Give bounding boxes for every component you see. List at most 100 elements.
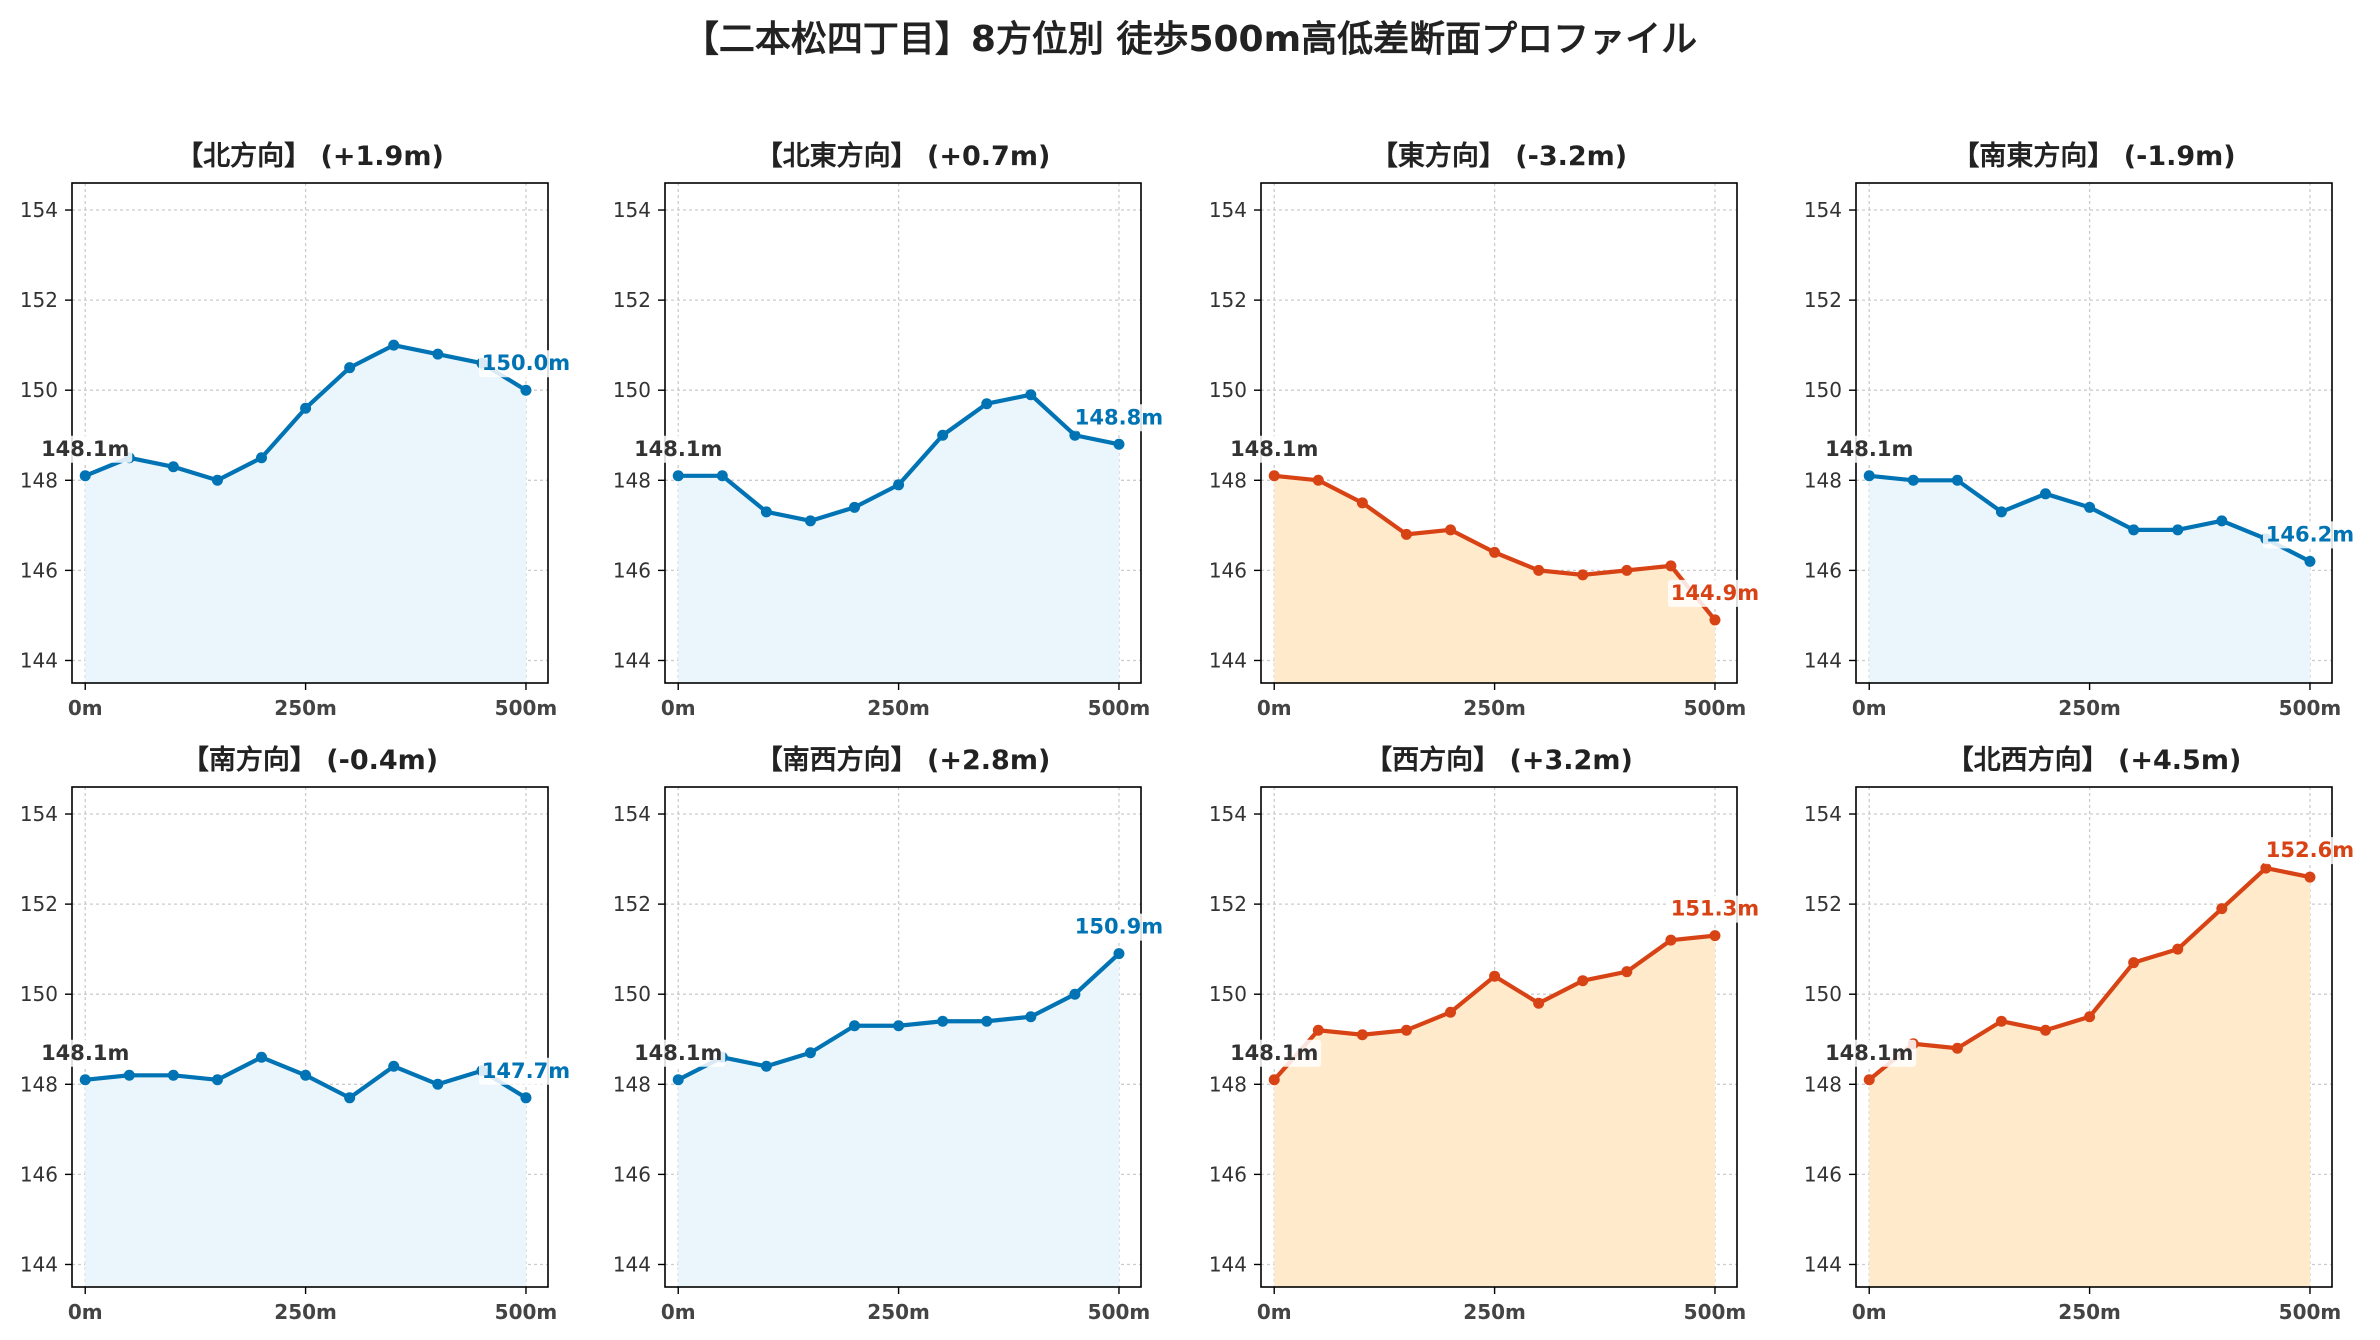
data-point bbox=[1863, 470, 1875, 482]
data-point bbox=[1577, 569, 1589, 581]
y-tick-label: 146 bbox=[613, 1162, 651, 1186]
y-tick-label: 148 bbox=[613, 1072, 651, 1096]
y-tick-label: 146 bbox=[20, 558, 58, 582]
y-tick-label: 144 bbox=[1804, 648, 1842, 672]
subplot-4: 144 146 148 150 152 154 0m 250m 500m 【南東方向】 (-1.9… bbox=[1804, 140, 2357, 720]
data-point bbox=[1577, 975, 1589, 987]
data-point bbox=[432, 348, 444, 360]
area-fill bbox=[678, 953, 1119, 1287]
data-point bbox=[849, 1020, 861, 1032]
data-point bbox=[344, 362, 356, 374]
data-point bbox=[937, 429, 949, 441]
data-point bbox=[2172, 943, 2184, 955]
data-point bbox=[716, 470, 728, 482]
y-tick-label: 154 bbox=[1804, 198, 1842, 222]
data-point bbox=[211, 1074, 223, 1086]
y-tick-label: 146 bbox=[613, 558, 651, 582]
start-label-box bbox=[1822, 435, 1917, 463]
data-point bbox=[1533, 564, 1545, 576]
x-tick-label: 0m bbox=[661, 1300, 696, 1324]
start-label: 148.1m bbox=[634, 1041, 722, 1065]
y-tick-label: 152 bbox=[20, 288, 58, 312]
data-point bbox=[1356, 497, 1368, 509]
end-label: 148.8m bbox=[1075, 405, 1163, 429]
data-point bbox=[1113, 948, 1125, 960]
data-point bbox=[1400, 1024, 1412, 1036]
y-tick-label: 154 bbox=[20, 802, 58, 826]
data-point bbox=[1445, 1006, 1457, 1018]
data-point bbox=[1621, 966, 1633, 978]
data-point bbox=[79, 470, 91, 482]
data-point bbox=[167, 1069, 179, 1081]
y-tick-label: 146 bbox=[1209, 1162, 1247, 1186]
y-tick-label: 144 bbox=[613, 648, 651, 672]
y-tick-label: 146 bbox=[1209, 558, 1247, 582]
y-tick-label: 150 bbox=[1804, 982, 1842, 1006]
data-point bbox=[167, 461, 179, 473]
data-point bbox=[300, 402, 312, 414]
data-point bbox=[1312, 1024, 1324, 1036]
subplot-title: 【東方向】 (-3.2m) bbox=[1371, 140, 1627, 172]
data-point bbox=[1863, 1074, 1875, 1086]
end-label: 152.6m bbox=[2266, 838, 2354, 862]
data-point bbox=[1489, 970, 1501, 982]
area-fill bbox=[85, 1057, 526, 1287]
y-tick-label: 154 bbox=[1209, 802, 1247, 826]
data-point bbox=[2040, 488, 2052, 500]
end-label-box bbox=[2262, 837, 2357, 865]
end-label-box bbox=[2262, 521, 2357, 549]
data-point bbox=[2128, 957, 2140, 969]
end-label-box bbox=[478, 350, 573, 378]
data-point bbox=[388, 1060, 400, 1072]
x-tick-label: 500m bbox=[2279, 696, 2342, 720]
data-point bbox=[2172, 524, 2184, 536]
end-label: 151.3m bbox=[1671, 897, 1759, 921]
data-point bbox=[804, 1047, 816, 1059]
data-point bbox=[760, 506, 772, 518]
x-tick-label: 0m bbox=[1852, 1300, 1887, 1324]
y-tick-label: 154 bbox=[613, 802, 651, 826]
y-tick-label: 150 bbox=[1804, 378, 1842, 402]
data-point bbox=[344, 1092, 356, 1104]
data-point bbox=[2260, 862, 2272, 874]
y-tick-label: 152 bbox=[1804, 288, 1842, 312]
plot-frame bbox=[1260, 182, 1738, 684]
plot-frame bbox=[71, 786, 549, 1288]
data-point bbox=[300, 1069, 312, 1081]
start-label: 148.1m bbox=[1230, 437, 1318, 461]
start-label: 148.1m bbox=[41, 437, 129, 461]
y-tick-label: 150 bbox=[20, 982, 58, 1006]
start-label-box bbox=[631, 1039, 726, 1067]
y-tick-label: 154 bbox=[20, 198, 58, 222]
end-label-box bbox=[1071, 913, 1166, 941]
data-point bbox=[893, 479, 905, 491]
data-point bbox=[1709, 930, 1721, 942]
y-tick-label: 152 bbox=[1804, 892, 1842, 916]
data-point bbox=[256, 1051, 268, 1063]
y-tick-label: 148 bbox=[613, 468, 651, 492]
data-point bbox=[1995, 1015, 2007, 1027]
x-tick-label: 250m bbox=[1463, 696, 1526, 720]
data-point bbox=[211, 474, 223, 486]
data-point bbox=[520, 1092, 532, 1104]
y-tick-label: 144 bbox=[1209, 1252, 1247, 1276]
subplot-title: 【北東方向】 (+0.7m) bbox=[756, 140, 1051, 172]
data-point bbox=[1621, 564, 1633, 576]
x-tick-label: 0m bbox=[1257, 1300, 1292, 1324]
x-tick-label: 0m bbox=[1257, 696, 1292, 720]
x-tick-label: 500m bbox=[1088, 696, 1151, 720]
plot-frame bbox=[664, 182, 1142, 684]
data-point bbox=[760, 1060, 772, 1072]
y-tick-label: 152 bbox=[613, 892, 651, 916]
data-point bbox=[981, 398, 993, 410]
y-tick-label: 150 bbox=[1209, 378, 1247, 402]
data-point bbox=[1489, 546, 1501, 558]
data-point bbox=[1113, 438, 1125, 450]
start-label-box bbox=[1822, 1039, 1917, 1067]
subplot-5: 144 146 148 150 152 154 0m 250m 500m 【南方向】 (-0.4m… bbox=[20, 744, 573, 1324]
data-point bbox=[1268, 470, 1280, 482]
x-tick-label: 500m bbox=[1088, 1300, 1151, 1324]
x-tick-label: 500m bbox=[1684, 696, 1747, 720]
end-label-box bbox=[1667, 895, 1762, 923]
area-fill bbox=[1274, 475, 1715, 683]
